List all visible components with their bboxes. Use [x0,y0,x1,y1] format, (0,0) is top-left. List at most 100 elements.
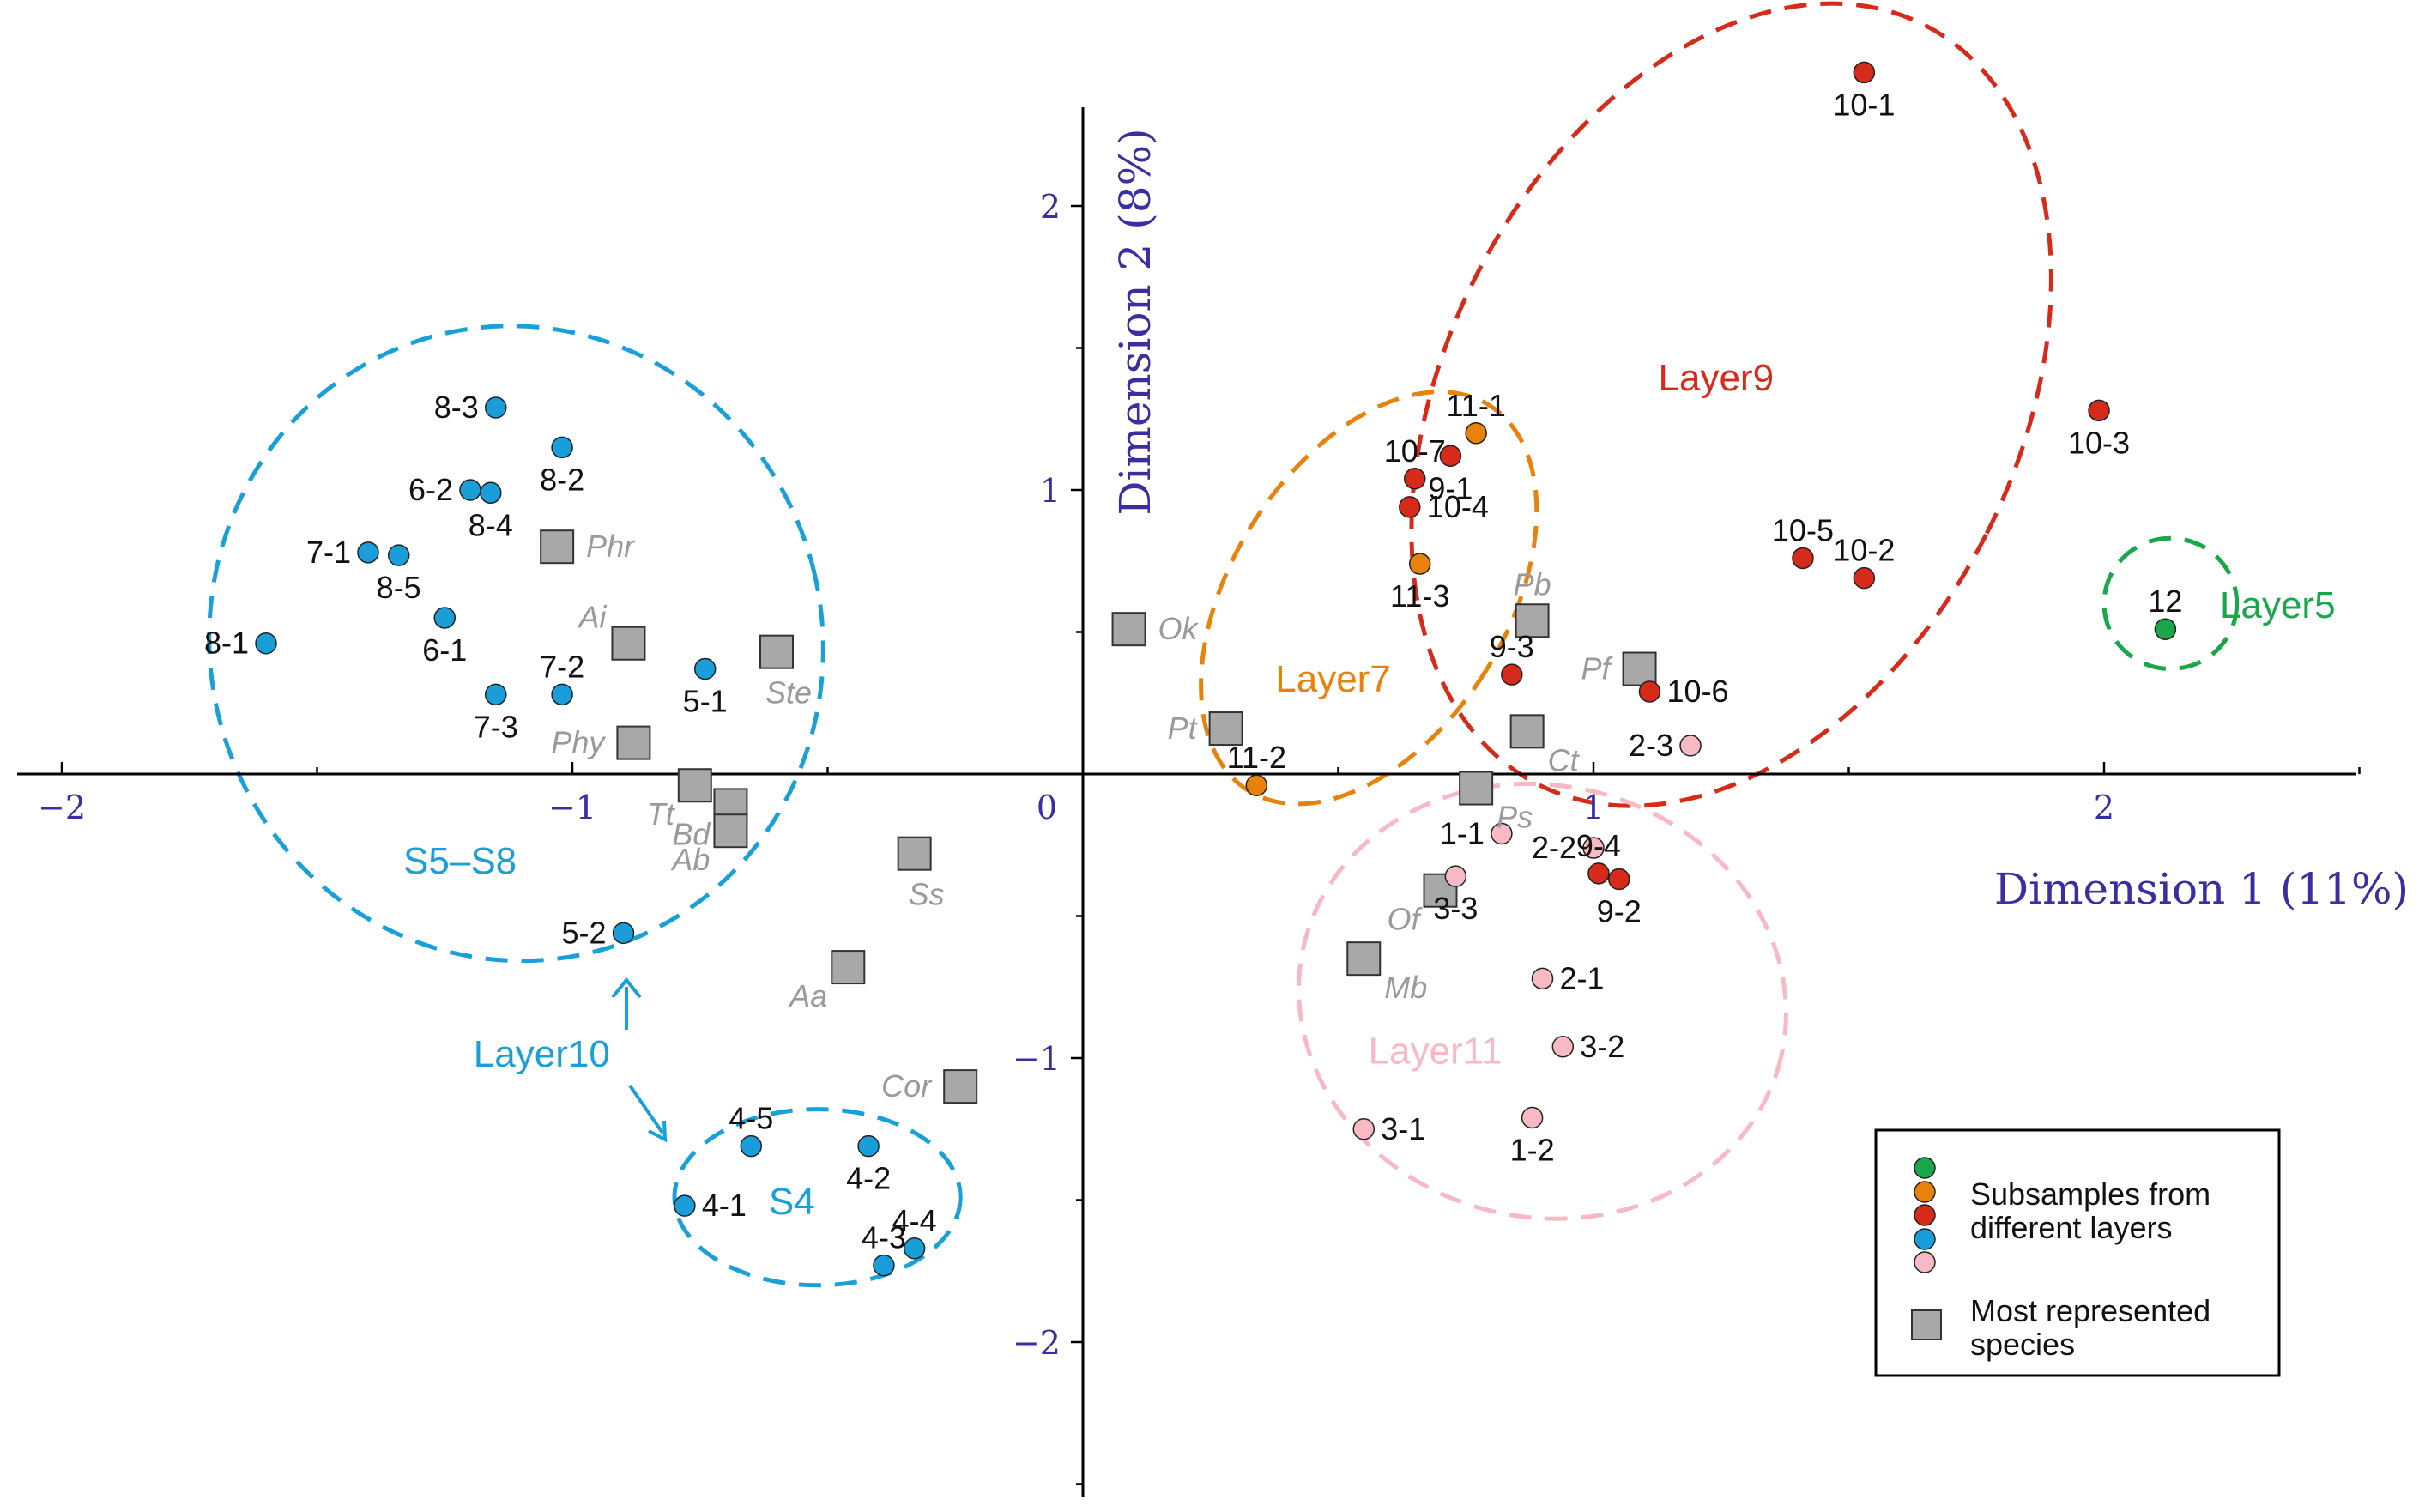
subsample-point [1399,496,1421,518]
subsample-markers [255,61,2177,1277]
species-label: Ok [1158,611,1200,646]
species-square [616,725,651,760]
species-square [540,529,575,565]
arrow-head-down [648,1120,668,1143]
subsample-point [1853,61,1876,84]
species-square [1509,714,1545,749]
group-label: Layer11 [1369,1031,1503,1073]
subsample-label: 3-3 [1433,891,1478,926]
subsample-label: 2-3 [1629,728,1673,763]
subsample-point [674,1194,696,1217]
species-label: Ct [1548,742,1581,777]
subsample-point [2088,399,2110,422]
legend-dot-pink [1914,1251,1936,1273]
x-tick-label: 2 [2094,789,2114,826]
subsample-point [1245,774,1268,796]
x-tick-label: −2 [38,789,86,826]
subsample-label: 11-2 [1227,740,1286,775]
x-tick-label: 1 [1583,789,1604,826]
legend-subsamples-line1: Subsamples from [1970,1176,2210,1212]
y-axis-title: Dimension 2 (8%) [1110,128,1160,515]
group-label-layer10: Layer10 [474,1033,610,1075]
subsample-label: 6-1 [422,632,467,668]
subsample-point [387,544,410,566]
subsample-point [357,541,379,564]
subsample-label: 4-3 [862,1220,906,1255]
subsample-point [1352,1118,1375,1140]
species-label: Ste [765,675,812,711]
subsample-label: 4-4 [892,1203,937,1238]
subsample-label: 4-1 [702,1188,747,1223]
species-square [1346,941,1382,977]
subsample-point [857,1134,880,1158]
axis-ticks: −2 −1 0 1 2−2−112 [38,188,2361,1485]
subsample-label: 8-1 [204,626,249,661]
subsample-label: 10-5 [1772,512,1834,547]
subsample-point [1439,445,1462,468]
subsample-label: 2-2 [1532,830,1576,865]
subsample-label: 9-2 [1597,893,1642,928]
species-label: Of [1387,902,1423,937]
y-tick-label: 2 [1040,188,1061,226]
legend-dot-green [1914,1157,1936,1179]
species-square [1208,711,1243,747]
subsample-label: 3-2 [1580,1029,1624,1064]
legend-dot-red [1914,1204,1936,1226]
x-tick-label: 0 [1037,789,1057,826]
arrow-head-up [611,977,642,999]
subsample-point [485,683,507,706]
subsample-label: 7-2 [540,649,584,684]
subsample-point [1531,967,1554,990]
subsample-point [1638,680,1661,703]
subsample-label: 2-1 [1560,960,1605,995]
species-label: Phr [586,529,636,564]
subsample-label: 5-2 [561,915,606,950]
subsample-point [433,607,456,629]
subsample-point [873,1254,895,1277]
subsample-point [551,436,573,459]
species-label: Ps [1497,800,1533,835]
legend-box [1874,1128,2281,1377]
species-label: Ss [909,877,945,912]
subsample-point [1551,1036,1575,1058]
y-tick-label: 1 [1040,472,1061,510]
subsample-label: 10-7 [1384,433,1446,469]
subsample-label: 1-2 [1510,1133,1555,1168]
subsample-point [459,479,481,501]
subsample-label: 12 [2148,584,2182,619]
species-square [677,768,712,803]
subsample-label: 8-5 [377,570,421,605]
group-ellipse-s4 [672,1107,963,1288]
group-label: S5–S8 [403,840,517,882]
point-labels: S5–S8 S4 Layer7 Layer9 Layer5 Layer11 Layer10 P… [204,87,2336,1255]
x-tick-label: −1 [548,789,596,826]
arrow-shaft-lower [628,1084,664,1134]
subsample-label: 8-3 [434,390,479,425]
species-square [1459,771,1494,806]
subsample-point [1465,422,1487,445]
species-square [1622,651,1657,686]
legend-species-line2: species [1970,1327,2075,1362]
y-tick-label: −1 [1013,1040,1061,1078]
subsample-point [1501,663,1523,686]
subsample-point [551,683,573,706]
subsample-label: 10-6 [1666,674,1728,709]
subsample-label: 9-1 [1428,470,1473,505]
species-label: Pb [1514,566,1551,602]
subsample-point [1408,553,1431,575]
species-square [1515,603,1550,638]
axes [17,107,2356,1497]
species-label: Ab [670,842,710,877]
species-square [831,950,866,985]
legend-dot-blue [1914,1228,1936,1250]
subsample-label: 8-4 [469,507,513,542]
subsample-label: 8-2 [540,462,584,497]
subsample-label: 11-3 [1390,578,1449,614]
subsample-point [740,1134,762,1158]
subsample-label: 10-1 [1833,87,1895,122]
subsample-point [612,922,635,945]
group-label: Layer5 [2220,584,2336,626]
subsample-point [1404,468,1426,490]
legend-dot-orange [1914,1181,1936,1203]
